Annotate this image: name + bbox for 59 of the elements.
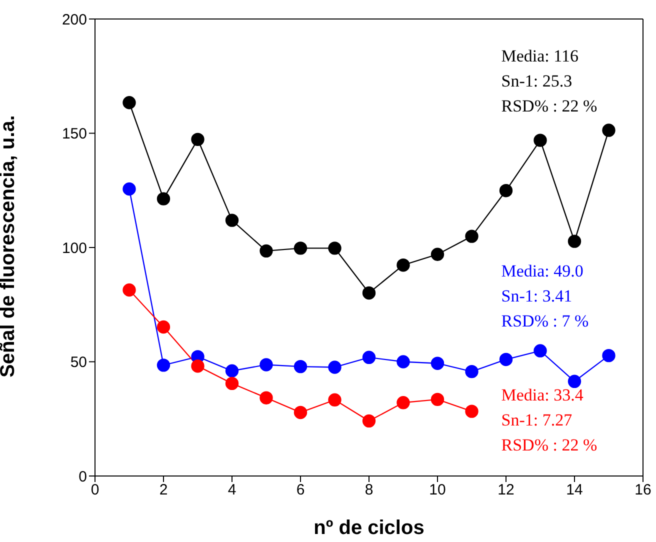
x-tick-label: 14 xyxy=(566,482,583,499)
x-tick-label: 2 xyxy=(159,482,168,499)
point xyxy=(430,392,444,406)
point xyxy=(534,344,547,358)
point xyxy=(156,192,170,206)
point xyxy=(122,96,136,110)
point xyxy=(430,248,444,261)
point xyxy=(294,360,308,374)
point xyxy=(328,393,342,407)
y-tick-label: 0 xyxy=(78,468,87,486)
point xyxy=(534,134,547,147)
point xyxy=(362,350,376,364)
x-tick-label: 10 xyxy=(429,482,446,499)
point xyxy=(499,184,513,198)
point xyxy=(362,286,376,300)
point xyxy=(260,391,273,404)
point xyxy=(602,124,616,137)
point xyxy=(156,358,170,372)
x-tick-label: 12 xyxy=(498,482,514,499)
point xyxy=(396,396,410,410)
point xyxy=(260,244,273,258)
annotation: Media: 116 Sn-1: 25.3 RSD% : 22 % xyxy=(501,46,598,116)
point xyxy=(362,414,376,428)
y-tick-label: 150 xyxy=(62,126,87,143)
x-tick-label: 16 xyxy=(634,482,652,499)
point xyxy=(156,320,170,334)
point xyxy=(225,376,239,390)
point xyxy=(396,355,410,368)
point xyxy=(465,364,478,378)
point xyxy=(328,360,342,374)
point xyxy=(465,230,478,243)
y-axis-title: Señal de fluorescencia, u.a. xyxy=(0,115,20,378)
point xyxy=(225,214,239,227)
point xyxy=(191,132,204,146)
x-tick-label: 4 xyxy=(228,482,236,499)
point xyxy=(260,358,273,372)
point xyxy=(568,374,582,388)
x-tick-label: 0 xyxy=(90,482,100,499)
point xyxy=(294,406,308,420)
point xyxy=(225,364,239,378)
point xyxy=(122,283,136,297)
point xyxy=(396,258,410,272)
x-tick-label: 8 xyxy=(364,482,374,499)
y-tick-label: 200 xyxy=(62,11,87,28)
point xyxy=(430,356,444,370)
point xyxy=(191,359,204,373)
x-axis-title: nº de ciclos xyxy=(314,517,424,539)
point xyxy=(294,242,308,255)
point xyxy=(568,234,582,248)
x-tick-label: 6 xyxy=(296,482,305,499)
annotation: Media: 33.4 Sn-1: 7.27 RSD% : 22 % xyxy=(501,385,598,454)
y-tick-label: 50 xyxy=(70,354,87,372)
point xyxy=(602,348,616,362)
point xyxy=(122,182,136,196)
y-tick-label: 100 xyxy=(62,240,87,257)
point xyxy=(499,352,513,366)
annotation: Media: 49.0 Sn-1: 3.41 RSD% : 7 % xyxy=(501,262,589,331)
point xyxy=(465,404,478,418)
point xyxy=(328,242,342,255)
